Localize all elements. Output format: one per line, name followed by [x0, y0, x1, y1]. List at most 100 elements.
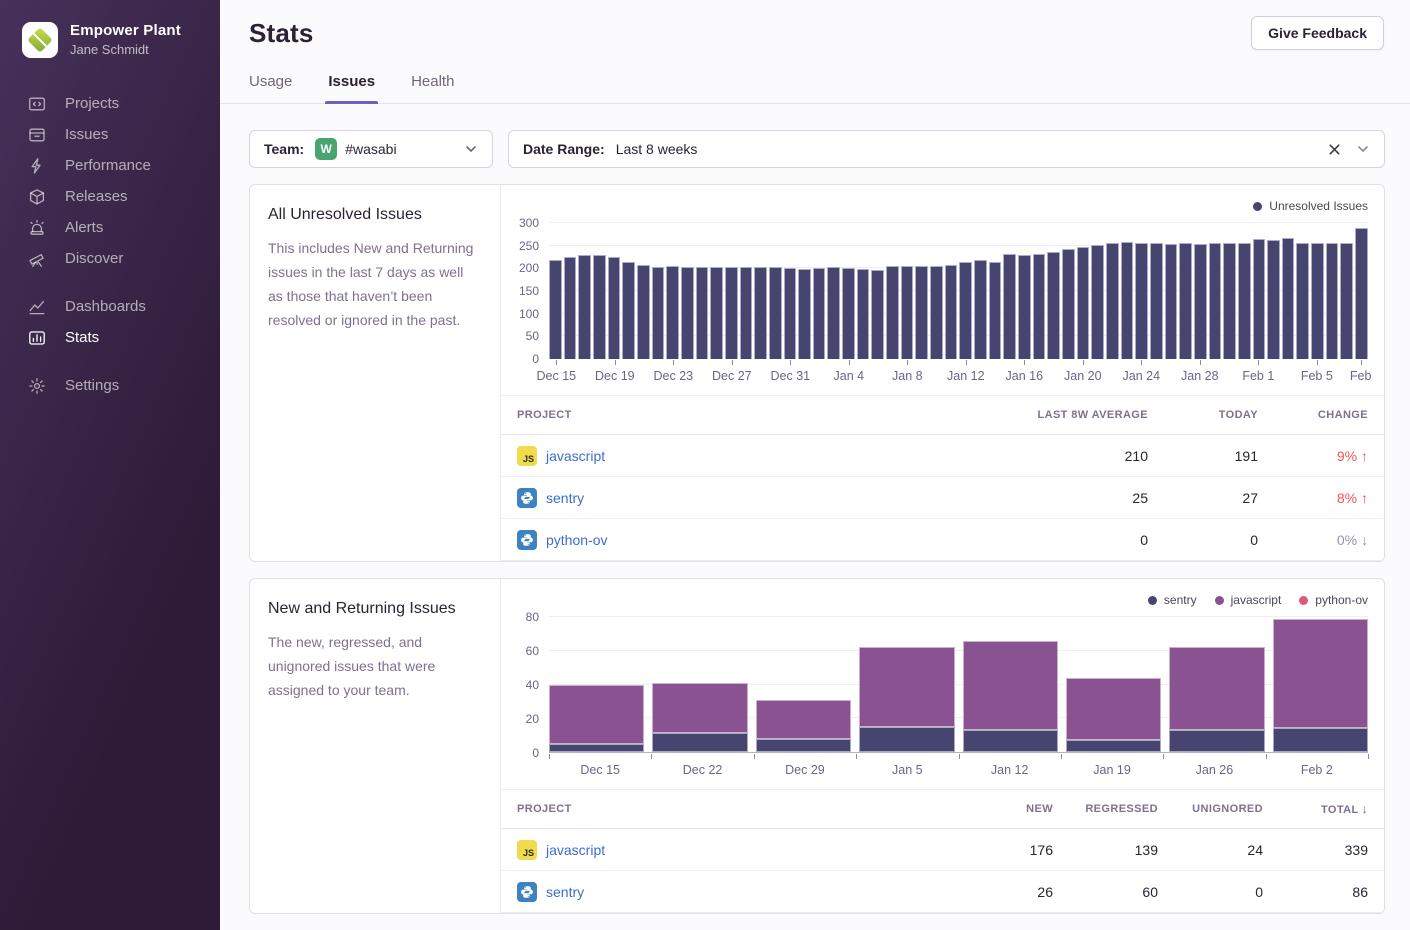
sidebar-item-alerts[interactable]: Alerts [0, 212, 220, 243]
chart-bar [593, 255, 606, 359]
chart-grid: 020406080 Dec 15Dec 22Dec 29Jan 5Jan 12J… [501, 617, 1368, 789]
table-row: JSjavascript17613924339 [501, 829, 1384, 871]
chart-bar [769, 267, 782, 359]
column-header-total[interactable]: TOTAL↓ [1279, 790, 1384, 829]
chart-bar [813, 268, 826, 359]
bar-segment-javascript [652, 683, 747, 734]
tab-issues[interactable]: Issues [328, 73, 375, 103]
y-axis-label: 80 [526, 611, 539, 623]
bar-segment-sentry [963, 730, 1058, 752]
bar-segment-sentry [1066, 740, 1161, 752]
chart-bar [1165, 244, 1178, 359]
bar-segment-javascript [1273, 619, 1368, 729]
sidebar-item-stats[interactable]: Stats [0, 322, 220, 353]
chart-bar [1340, 243, 1353, 360]
x-axis-tick [556, 360, 557, 365]
x-axis-label: Dec 27 [712, 369, 752, 383]
x-axis-label: Jan 24 [1123, 369, 1161, 383]
releases-icon [28, 188, 46, 206]
date-range-value: Last 8 weeks [616, 141, 698, 157]
sidebar-item-label: Projects [65, 95, 119, 112]
clear-date-range-icon[interactable] [1327, 142, 1342, 157]
legend-dot-icon [1148, 596, 1157, 605]
team-filter[interactable]: Team: W #wasabi [249, 130, 493, 168]
regressed-cell: 139 [1069, 829, 1174, 871]
chart-bar [827, 267, 840, 359]
nav-group: Settings [0, 370, 220, 401]
tab-health[interactable]: Health [411, 73, 454, 103]
x-axis-label: Jan 28 [1181, 369, 1219, 383]
bar-segment-javascript [859, 647, 954, 726]
x-axis-label: Dec 31 [771, 369, 811, 383]
today-cell: 0 [1164, 519, 1274, 561]
date-range-label: Date Range: [523, 141, 605, 157]
chart-bar [1282, 238, 1295, 359]
settings-icon [28, 377, 46, 395]
legend-item-sentry[interactable]: sentry [1148, 593, 1197, 607]
panel-title: All Unresolved Issues [268, 206, 480, 224]
sidebar-item-issues[interactable]: Issues [0, 119, 220, 150]
chart-bar [549, 260, 562, 359]
panel-all-unresolved-issues: All Unresolved Issues This includes New … [249, 184, 1385, 562]
panel-description: The new, regressed, and unignored issues… [268, 630, 480, 702]
new-returning-issues-table: PROJECTNEWREGRESSEDUNIGNOREDTOTAL↓ JSjav… [501, 789, 1384, 913]
panel-content: sentry javascript python-ov 020406080 Dec … [501, 579, 1384, 913]
issues-icon [28, 126, 46, 144]
chart-bar [740, 267, 753, 359]
column-header-regressed[interactable]: REGRESSED [1069, 790, 1174, 829]
unignored-cell: 24 [1174, 829, 1279, 871]
x-axis-label: Jan 20 [1064, 369, 1102, 383]
sidebar-item-performance[interactable]: Performance [0, 150, 220, 181]
new-returning-issues-chart: sentry javascript python-ov 020406080 Dec … [501, 579, 1384, 789]
bar-segment-sentry [756, 739, 851, 753]
project-link-sentry[interactable]: sentry [546, 490, 584, 506]
sidebar-item-settings[interactable]: Settings [0, 370, 220, 401]
legend-label: python-ov [1315, 593, 1368, 607]
x-axis-label: Jan 26 [1196, 763, 1234, 777]
legend-item-python-ov[interactable]: python-ov [1299, 593, 1368, 607]
x-axis-tick [673, 360, 674, 365]
legend-item-unresolved-issues[interactable]: Unresolved Issues [1253, 199, 1368, 213]
legend-item-javascript[interactable]: javascript [1215, 593, 1282, 607]
project-link-python-ov[interactable]: python-ov [546, 532, 607, 548]
chart-bar [564, 257, 577, 359]
unresolved-issues-chart: Unresolved Issues 050100150200250300 Dec… [501, 185, 1384, 395]
user-name: Jane Schmidt [70, 42, 181, 57]
sidebar-item-projects[interactable]: Projects [0, 88, 220, 119]
x-axis-tick [1317, 360, 1318, 365]
bar-segment-javascript [756, 700, 851, 739]
avg-cell: 0 [1014, 519, 1164, 561]
project-link-javascript[interactable]: javascript [546, 448, 605, 464]
tab-usage[interactable]: Usage [249, 73, 292, 103]
column-header-project: PROJECT [501, 790, 964, 829]
chart-bar [710, 267, 723, 359]
project-cell: JSjavascript [501, 435, 1014, 477]
table-row: sentry25278% ↑ [501, 477, 1384, 519]
project-link-sentry[interactable]: sentry [546, 884, 584, 900]
column-header-unignored[interactable]: UNIGNORED [1174, 790, 1279, 829]
project-link-javascript[interactable]: javascript [546, 842, 605, 858]
x-axis-tick [907, 360, 908, 365]
stacked-bar [756, 617, 851, 752]
chart-bar [666, 266, 679, 359]
panel-info: New and Returning Issues The new, regres… [250, 579, 501, 913]
sidebar-item-dashboards[interactable]: Dashboards [0, 291, 220, 322]
project-cell: sentry [501, 871, 964, 913]
team-filter-value: #wasabi [345, 141, 396, 157]
chart-bar [1003, 254, 1016, 359]
sidebar-item-label: Releases [65, 188, 128, 205]
chart-bar [696, 267, 709, 359]
bar-segment-sentry [859, 727, 954, 752]
x-axis-tick [1083, 360, 1084, 365]
give-feedback-button[interactable]: Give Feedback [1251, 16, 1384, 50]
table-row: python-ov000% ↓ [501, 519, 1384, 561]
y-axis-label: 100 [519, 308, 539, 320]
sidebar-item-releases[interactable]: Releases [0, 181, 220, 212]
column-header-new[interactable]: NEW [964, 790, 1069, 829]
x-axis-tick [651, 754, 652, 759]
x-axis-label: Dec 15 [536, 369, 576, 383]
date-range-filter[interactable]: Date Range: Last 8 weeks [508, 130, 1385, 168]
chart-bar [1091, 245, 1104, 359]
org-header[interactable]: Empower Plant Jane Schmidt [0, 22, 220, 58]
sidebar-item-discover[interactable]: Discover [0, 243, 220, 274]
